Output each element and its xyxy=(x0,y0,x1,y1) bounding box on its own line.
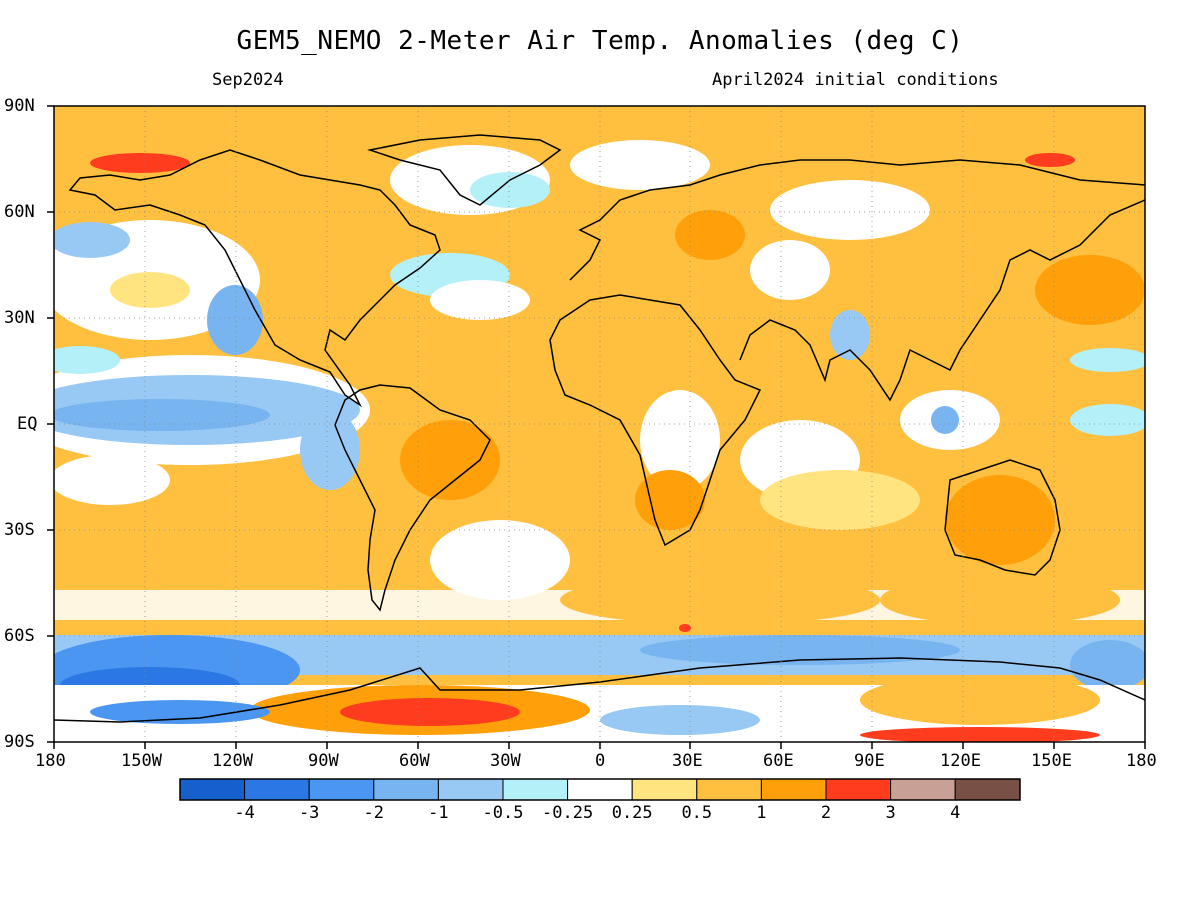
lon-label: 90E xyxy=(854,751,885,771)
colorbar-swatch xyxy=(373,778,439,801)
colorbar-swatch xyxy=(437,778,504,801)
central-asia-white xyxy=(750,240,830,300)
borneo-cool xyxy=(931,406,959,434)
antarctica-warm-east xyxy=(860,675,1100,725)
lat-label: 60N xyxy=(4,202,35,222)
north-pacific-warm xyxy=(110,272,190,308)
lon-label: 0 xyxy=(595,751,606,771)
colorbar-swatch xyxy=(760,778,827,801)
india-cool xyxy=(830,310,870,360)
australia-warm xyxy=(945,475,1055,565)
siberia-white xyxy=(770,180,930,240)
south-indian-warm xyxy=(560,575,880,625)
colorbar-swatch xyxy=(631,778,698,801)
peru-cool xyxy=(300,410,360,490)
lon-label: 150W xyxy=(121,751,162,771)
south-atlantic-white xyxy=(430,520,570,600)
west-pacific-warm xyxy=(1035,255,1145,325)
north-america-coast xyxy=(68,149,441,408)
lat-label: 90S xyxy=(4,732,35,752)
amazon-warm xyxy=(400,420,500,500)
lon-label: 120E xyxy=(940,751,981,771)
lon-label: 180 xyxy=(35,751,66,771)
africa-europe-coast xyxy=(549,294,762,547)
colorbar-label: 0.5 xyxy=(681,803,713,823)
colorbar-swatch xyxy=(567,778,633,801)
colorbar-label: 4 xyxy=(950,803,961,823)
colorbar-swatch xyxy=(825,778,892,801)
west-pacific-cyan-2 xyxy=(1070,348,1145,372)
east-pacific-blue xyxy=(54,399,270,431)
sahara-warm xyxy=(550,315,690,365)
greenland-cool xyxy=(470,172,550,208)
south-indian-warm-2 xyxy=(880,575,1120,625)
greenland-coast xyxy=(367,134,562,206)
colorbar-swatch xyxy=(890,778,956,801)
colorbar-swatch xyxy=(696,778,762,801)
colorbar-swatch xyxy=(244,778,310,801)
antarctica-hot-west xyxy=(340,698,520,726)
lon-label: 120W xyxy=(212,751,253,771)
lat-label: 60S xyxy=(4,626,35,646)
colorbar-frame xyxy=(179,778,1021,801)
australia-coast xyxy=(944,459,1061,576)
lat-label: 30N xyxy=(4,308,35,328)
colorbar xyxy=(179,778,1021,801)
south-america-coast xyxy=(334,384,491,612)
lon-label: 90W xyxy=(308,751,339,771)
colorbar-label: -0.5 xyxy=(482,803,524,823)
colorbar-label: 2 xyxy=(820,803,832,823)
lon-label: 180 xyxy=(1126,751,1157,771)
axis-ticks xyxy=(47,105,1146,749)
gridlines xyxy=(54,106,1145,742)
colorbar-label: -4 xyxy=(234,803,255,823)
scandinavia-white xyxy=(570,140,710,190)
colorbar-label: -0.25 xyxy=(542,803,594,823)
lon-label: 60W xyxy=(399,751,430,771)
southern-ocean-blue-far-east xyxy=(1070,640,1145,690)
colorbar-label: -2 xyxy=(363,803,385,823)
antarctica-blue xyxy=(90,700,270,724)
central-pacific-cyan xyxy=(54,346,120,374)
antarctica-coast xyxy=(54,657,1145,723)
south-pacific-warm xyxy=(120,510,360,610)
initial-conditions-label: April2024 initial conditions xyxy=(712,70,999,90)
chart-title: GEM5_NEMO 2-Meter Air Temp. Anomalies (d… xyxy=(236,26,964,56)
southern-ocean-blue-east xyxy=(640,635,960,665)
south-ocean-hot-dot xyxy=(679,624,691,632)
antarctica-cool xyxy=(600,705,760,735)
lon-label: 150E xyxy=(1031,751,1072,771)
antarctica-hot-east xyxy=(860,727,1100,742)
west-pacific-cyan xyxy=(1070,404,1145,436)
north-atlantic-white xyxy=(430,280,530,320)
lat-label: 90N xyxy=(4,96,35,116)
lat-label: EQ xyxy=(17,414,38,434)
baja-cool xyxy=(207,285,263,355)
north-pacific-cool xyxy=(54,222,130,258)
colorbar-label: 1 xyxy=(756,803,767,823)
indian-ocean-yellow xyxy=(760,470,920,530)
colorbar-label: 0.25 xyxy=(611,803,653,823)
colorbar-swatch xyxy=(502,778,569,801)
lon-label: 30W xyxy=(490,751,521,771)
arctic-hot-spot-east xyxy=(1025,153,1075,167)
east-africa-white xyxy=(640,390,720,490)
lat-label: 30S xyxy=(4,520,35,540)
europe-warm xyxy=(675,210,745,260)
lon-label: 60E xyxy=(763,751,794,771)
southern-africa-warm xyxy=(635,470,705,530)
coastlines xyxy=(54,134,1145,723)
lon-label: 30E xyxy=(672,751,703,771)
colorbar-swatch xyxy=(179,778,246,801)
colorbar-label: 3 xyxy=(885,803,896,823)
colorbar-label: -1 xyxy=(428,803,449,823)
colorbar-swatch xyxy=(954,778,1021,801)
south-pacific-white xyxy=(54,455,170,505)
colorbar-swatch xyxy=(308,778,375,801)
arctic-hot-spot-west xyxy=(90,153,190,173)
valid-month-label: Sep2024 xyxy=(212,70,284,90)
colorbar-label: -3 xyxy=(298,803,320,823)
eurasia-coast xyxy=(569,159,1145,402)
